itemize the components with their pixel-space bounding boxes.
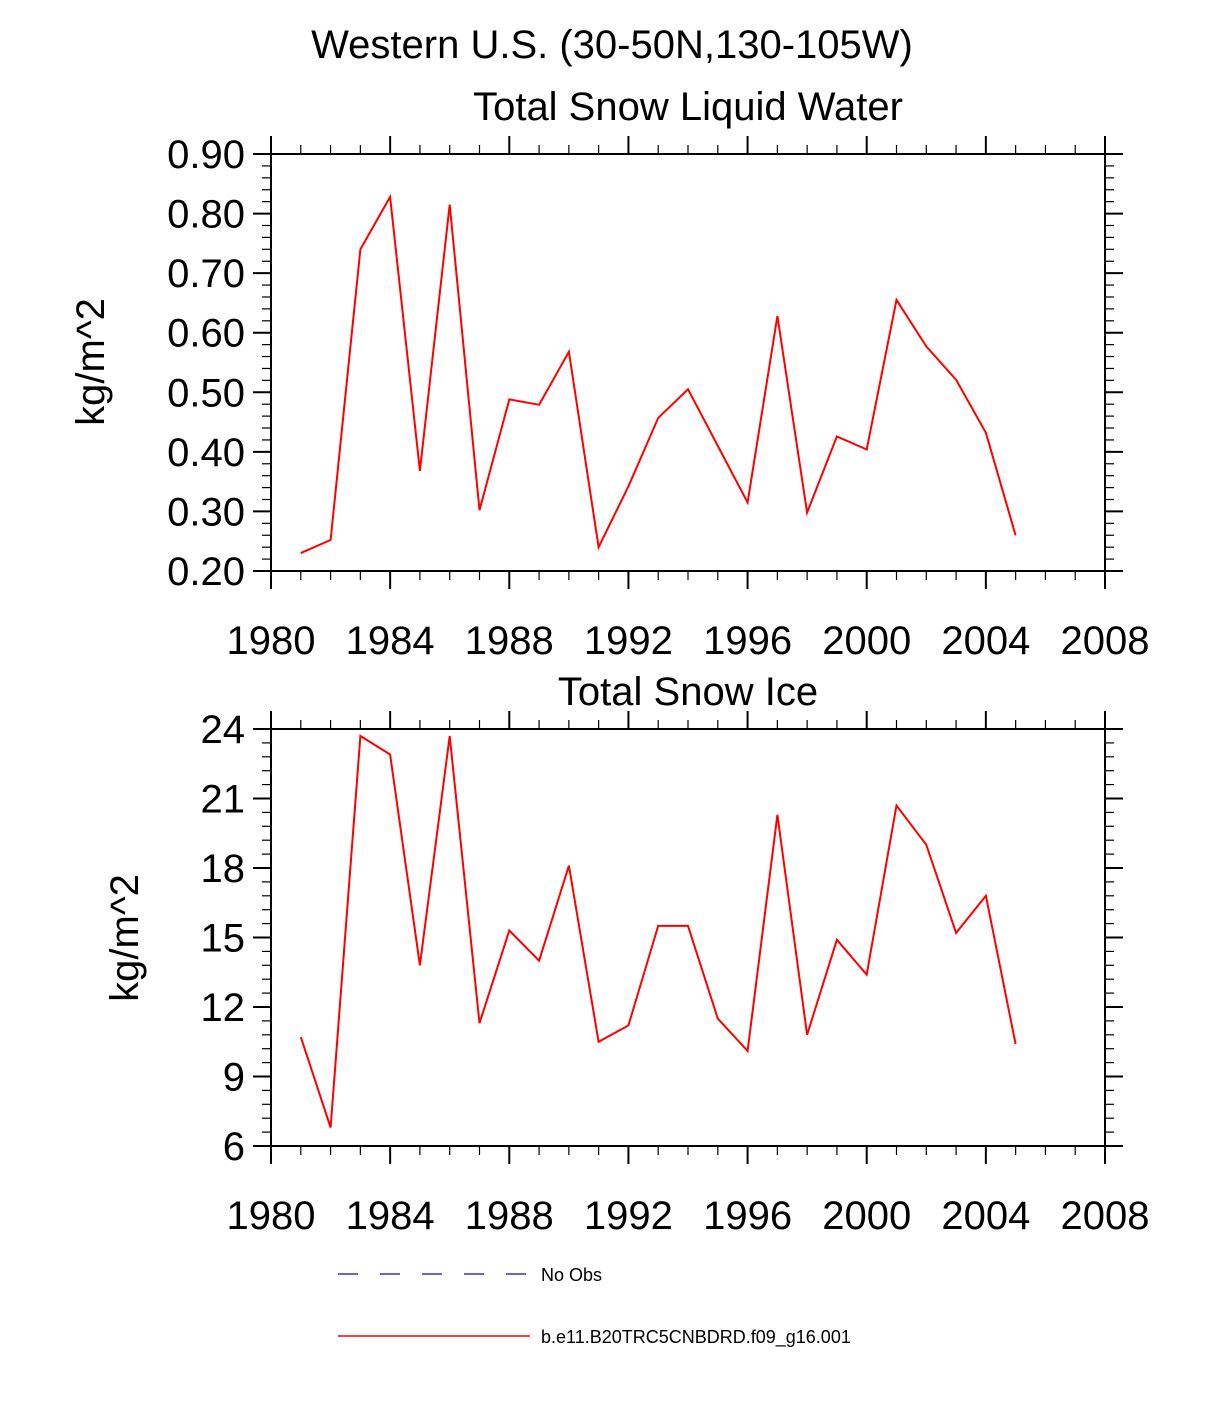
panel-title: Total Snow Liquid Water [473, 85, 903, 129]
x-tick-label: 1988 [465, 1194, 554, 1238]
x-tick-label: 1988 [465, 619, 554, 663]
x-tick-label: 1984 [346, 619, 435, 663]
series-line [299, 734, 1017, 1128]
x-tick-label: 2000 [822, 619, 911, 663]
x-tick-label: 1996 [703, 1194, 792, 1238]
series-line [300, 193, 1017, 555]
plot-frame [270, 153, 1106, 572]
y-tick-label: 12 [201, 986, 246, 1030]
y-tick-label: 24 [201, 708, 246, 752]
y-tick-label: 15 [201, 917, 246, 961]
legend-label: b.e11.B20TRC5CNBDRD.f09_g16.001 [541, 1327, 851, 1348]
x-tick-label: 2008 [1061, 1194, 1150, 1238]
panel-snow-ice: Total Snow Ice kg/m^2 1980 1984 1988 1992 19… [103, 670, 1149, 1238]
y-tick-label: 21 [201, 778, 246, 822]
x-tick-label: 1980 [227, 619, 316, 663]
y-tick-label: 0.20 [167, 550, 245, 594]
x-tick-label: 1992 [584, 619, 673, 663]
y-tick-label: 0.40 [167, 431, 245, 475]
y-tick-label: 0.50 [167, 371, 245, 415]
x-tick-label: 2008 [1061, 619, 1150, 663]
figure-title: Western U.S. (30-50N,130-105W) [311, 23, 913, 67]
y-tick-label: 0.80 [167, 193, 245, 237]
y-axis-label: kg/m^2 [103, 874, 147, 1002]
legend-label: No Obs [541, 1265, 602, 1285]
y-axis-label: kg/m^2 [69, 298, 113, 426]
y-tick-label: 6 [223, 1125, 245, 1169]
y-tick-label: 0.70 [167, 252, 245, 296]
panel-title: Total Snow Ice [558, 670, 818, 714]
x-tick-label: 1992 [584, 1194, 673, 1238]
x-tick-label: 2000 [822, 1194, 911, 1238]
y-tick-label: 18 [201, 847, 246, 891]
x-tick-label: 2004 [941, 619, 1030, 663]
y-tick-label: 0.30 [167, 490, 245, 534]
x-tick-label: 1996 [703, 619, 792, 663]
y-tick-label: 0.90 [167, 133, 245, 177]
x-tick-label: 2004 [941, 1194, 1030, 1238]
y-tick-label: 9 [223, 1056, 245, 1100]
legend: No Obs b.e11.B20TRC5CNBDRD.f09_g16.001 [338, 1265, 851, 1348]
panel-snow-liquid-water: Total Snow Liquid Water kg/m^2 1980 1984 1… [69, 85, 1149, 663]
y-tick-label: 0.60 [167, 312, 245, 356]
x-tick-label: 1980 [227, 1194, 316, 1238]
x-tick-label: 1984 [346, 1194, 435, 1238]
